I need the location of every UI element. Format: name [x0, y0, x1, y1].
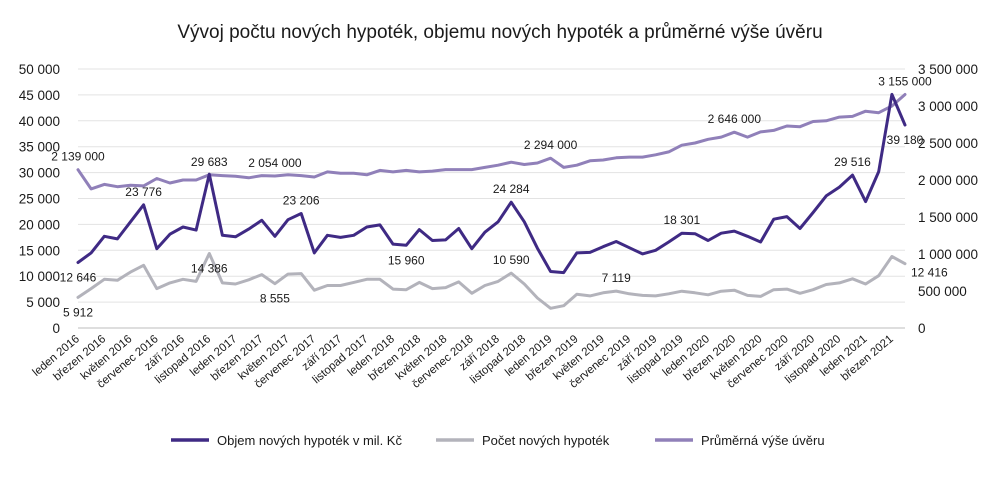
y-right-tick-label: 1 500 000 — [918, 210, 978, 225]
y-left-tick-label: 40 000 — [19, 114, 60, 129]
data-label: 8 555 — [260, 292, 290, 306]
data-label: 29 683 — [191, 155, 228, 169]
series-line-1 — [76, 252, 907, 310]
data-label: 5 912 — [63, 305, 93, 319]
y-left-tick-label: 30 000 — [19, 166, 60, 181]
series-line-0 — [76, 92, 907, 275]
y-left-tick-label: 15 000 — [19, 243, 60, 258]
y-left-tick-label: 0 — [52, 321, 60, 336]
data-label: 12 646 — [60, 270, 97, 284]
data-label: 10 590 — [493, 253, 530, 267]
legend-label: Objem nových hypoték v mil. Kč — [217, 433, 402, 448]
data-label: 39 180 — [887, 133, 924, 147]
data-label: 2 294 000 — [524, 138, 578, 152]
chart-title: Vývoj počtu nových hypoték, objemu novýc… — [177, 22, 822, 43]
data-label: 18 301 — [663, 213, 700, 227]
y-axis-left: 0 5 000 10 000 15 000 20 000 25 000 30 000 35 0… — [19, 62, 60, 336]
y-right-tick-label: 3 000 000 — [918, 99, 978, 114]
data-label: 23 776 — [125, 185, 162, 199]
y-axis-right: 0 500 000 1 000 000 1 500 000 2 000 000 2 500… — [918, 62, 978, 336]
legend-label: Průměrná výše úvěru — [701, 433, 825, 448]
y-right-tick-label: 2 500 000 — [918, 136, 978, 151]
y-right-tick-label: 500 000 — [918, 284, 967, 299]
legend-label: Počet nových hypoték — [482, 433, 610, 448]
y-right-tick-label: 3 500 000 — [918, 62, 978, 77]
series-line-2 — [76, 93, 907, 191]
data-label: 14 386 — [191, 261, 228, 275]
data-label: 15 960 — [388, 253, 425, 267]
y-left-tick-label: 35 000 — [19, 140, 60, 155]
y-right-tick-label: 0 — [918, 321, 926, 336]
data-label: 2 054 000 — [248, 156, 302, 170]
y-left-tick-label: 45 000 — [19, 88, 60, 103]
y-right-tick-label: 2 000 000 — [918, 173, 978, 188]
data-label: 24 284 — [493, 182, 530, 196]
data-label: 3 155 000 — [878, 75, 932, 89]
y-left-tick-label: 5 000 — [26, 295, 60, 310]
legend: Objem nových hypoték v mil. Kč Počet nový… — [171, 433, 825, 448]
data-label: 29 516 — [834, 155, 871, 169]
data-label: 23 206 — [283, 194, 320, 208]
data-labels: 2 139 000 29 683 2 054 000 2 294 000 2 646 0… — [51, 75, 948, 320]
data-label: 2 139 000 — [51, 150, 105, 164]
y-left-tick-label: 10 000 — [19, 269, 60, 284]
y-left-tick-label: 25 000 — [19, 192, 60, 207]
y-left-tick-label: 50 000 — [19, 62, 60, 77]
y-right-tick-label: 1 000 000 — [918, 247, 978, 262]
data-label: 2 646 000 — [708, 112, 762, 126]
y-left-tick-label: 20 000 — [19, 217, 60, 232]
data-label: 12 416 — [911, 266, 948, 280]
data-label: 7 119 — [602, 271, 631, 285]
series-lines — [76, 92, 907, 310]
